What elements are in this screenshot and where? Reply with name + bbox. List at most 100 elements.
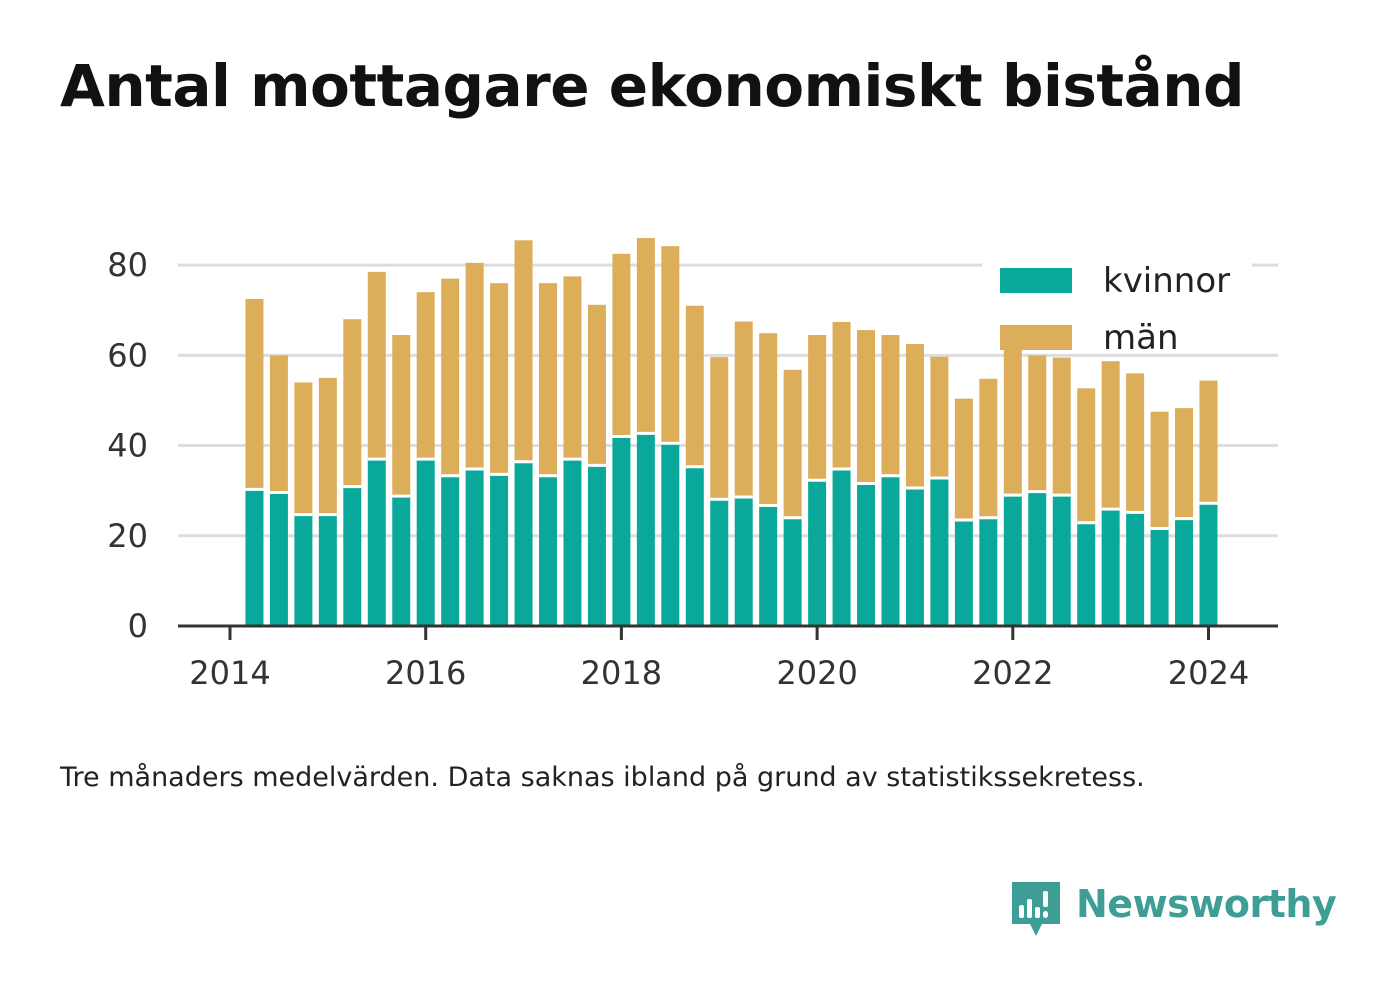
bar-man bbox=[832, 321, 851, 470]
bar-kvinnor bbox=[294, 514, 313, 626]
bar-kvinnor bbox=[269, 492, 288, 626]
bar-kvinnor bbox=[636, 433, 655, 626]
bar-kvinnor bbox=[318, 514, 337, 626]
bar-man bbox=[734, 321, 753, 497]
bar-kvinnor bbox=[857, 483, 876, 626]
bar-kvinnor bbox=[1077, 522, 1096, 626]
bar-man bbox=[905, 344, 924, 488]
x-tick-label: 2020 bbox=[776, 654, 857, 692]
bar-man bbox=[1028, 355, 1047, 492]
bar-kvinnor bbox=[930, 478, 949, 626]
x-tick-label: 2014 bbox=[189, 654, 270, 692]
bar-kvinnor bbox=[832, 469, 851, 626]
bar-man bbox=[416, 292, 435, 460]
bar-man bbox=[930, 356, 949, 479]
y-tick-label: 80 bbox=[107, 246, 148, 284]
chart-note: Tre månaders medelvärden. Data saknas ib… bbox=[60, 762, 1145, 793]
bar-kvinnor bbox=[954, 519, 973, 626]
bar-man bbox=[954, 398, 973, 520]
bar-kvinnor bbox=[343, 486, 362, 626]
bar-man bbox=[367, 271, 386, 460]
bar-man bbox=[490, 283, 509, 475]
bar-man bbox=[587, 304, 606, 466]
bar-man bbox=[245, 298, 264, 490]
bar-man bbox=[1077, 388, 1096, 523]
bar-kvinnor bbox=[783, 517, 802, 626]
legend-label: män bbox=[1103, 318, 1179, 358]
newsworthy-logo-icon bbox=[1012, 882, 1060, 936]
bar-kvinnor bbox=[563, 459, 582, 626]
bar-man bbox=[685, 305, 704, 467]
legend-label: kvinnor bbox=[1103, 261, 1230, 301]
y-tick-label: 60 bbox=[107, 336, 148, 374]
bar-kvinnor bbox=[905, 487, 924, 626]
bar-kvinnor bbox=[1199, 503, 1218, 626]
bar-kvinnor bbox=[612, 436, 631, 626]
page-title: Antal mottagare ekonomiskt bistånd bbox=[60, 52, 1245, 120]
bar-man bbox=[465, 262, 484, 470]
bar-man bbox=[343, 319, 362, 487]
bar-kvinnor bbox=[1175, 518, 1194, 626]
y-tick-label: 0 bbox=[128, 607, 148, 645]
bar-kvinnor bbox=[392, 496, 411, 626]
bar-man bbox=[1150, 411, 1169, 529]
bar-kvinnor bbox=[367, 459, 386, 626]
bar-man bbox=[1003, 347, 1022, 496]
bar-man bbox=[857, 330, 876, 484]
brand-name: Newsworthy bbox=[1076, 882, 1337, 926]
bar-man bbox=[1126, 373, 1145, 513]
bar-kvinnor bbox=[1028, 491, 1047, 626]
bar-man bbox=[808, 335, 827, 481]
bar-kvinnor bbox=[587, 465, 606, 626]
x-tick-label: 2022 bbox=[972, 654, 1053, 692]
bar-man bbox=[710, 357, 729, 500]
legend-swatch bbox=[1000, 325, 1072, 350]
bar-kvinnor bbox=[490, 474, 509, 626]
bar-kvinnor bbox=[1003, 495, 1022, 626]
axes: 0 20 40 60 80 2014 2016 2018 2020 2022 2024 bbox=[107, 246, 1278, 692]
bar-man bbox=[294, 382, 313, 515]
bar-kvinnor bbox=[685, 466, 704, 626]
bar-kvinnor bbox=[1101, 509, 1120, 626]
bar-man bbox=[636, 238, 655, 434]
bar-man bbox=[881, 335, 900, 476]
bar-kvinnor bbox=[245, 489, 264, 626]
bar-man bbox=[612, 253, 631, 437]
bar-kvinnor bbox=[441, 475, 460, 626]
bar-man bbox=[441, 278, 460, 476]
bar-man bbox=[539, 283, 558, 476]
bar-kvinnor bbox=[759, 505, 778, 626]
bar-kvinnor bbox=[416, 459, 435, 626]
x-tick-label: 2024 bbox=[1168, 654, 1249, 692]
bar-kvinnor bbox=[734, 496, 753, 626]
bar-kvinnor bbox=[881, 475, 900, 626]
bar-man bbox=[1101, 361, 1120, 510]
y-tick-label: 20 bbox=[107, 517, 148, 555]
bar-man bbox=[1175, 408, 1194, 519]
bar-man bbox=[661, 246, 680, 444]
brand-logo[interactable]: Newsworthy bbox=[1010, 878, 1337, 940]
y-tick-label: 40 bbox=[107, 427, 148, 465]
bar-man bbox=[269, 355, 288, 493]
bar-man bbox=[1199, 380, 1218, 504]
bar-kvinnor bbox=[539, 475, 558, 626]
bars bbox=[245, 238, 1218, 626]
bar-man bbox=[563, 276, 582, 460]
bar-kvinnor bbox=[1052, 495, 1071, 626]
bar-man bbox=[1052, 357, 1071, 496]
bar-man bbox=[759, 333, 778, 506]
bar-man bbox=[318, 377, 337, 515]
stacked-bar-chart: 0 20 40 60 80 2014 2016 2018 2020 2022 2024 kvinno… bbox=[107, 238, 1278, 692]
legend-swatch bbox=[1000, 268, 1072, 293]
x-tick-label: 2016 bbox=[385, 654, 466, 692]
bar-kvinnor bbox=[710, 499, 729, 626]
bar-man bbox=[392, 335, 411, 497]
bar-man bbox=[514, 240, 533, 462]
bar-kvinnor bbox=[1126, 512, 1145, 626]
bar-man bbox=[783, 369, 802, 518]
bar-kvinnor bbox=[465, 469, 484, 626]
bar-man bbox=[979, 378, 998, 518]
bar-kvinnor bbox=[661, 443, 680, 626]
bar-kvinnor bbox=[808, 480, 827, 626]
bar-kvinnor bbox=[1150, 528, 1169, 626]
